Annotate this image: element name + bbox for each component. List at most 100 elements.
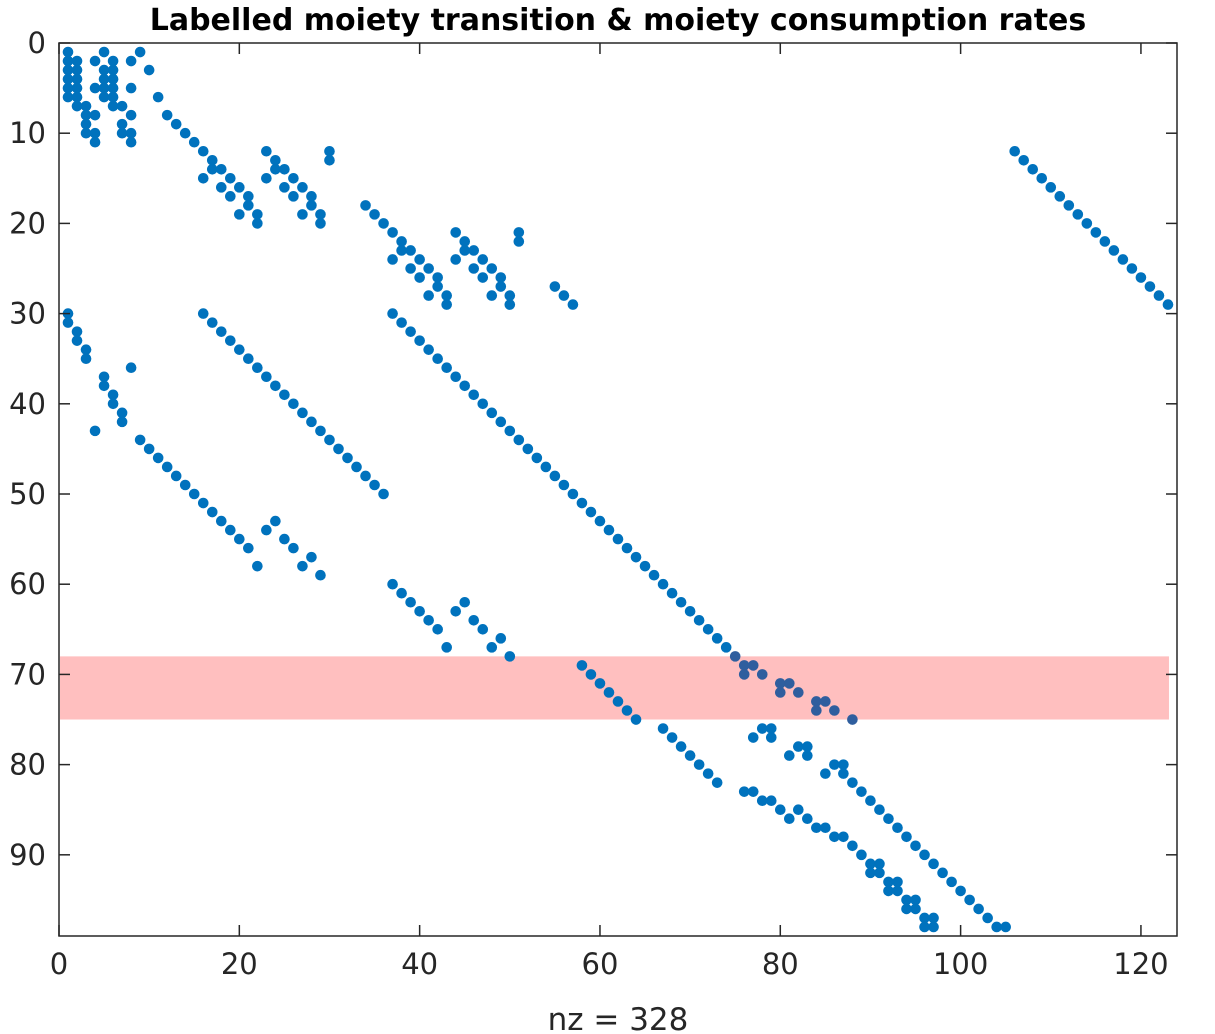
data-point: [973, 903, 984, 915]
data-point: [116, 416, 128, 428]
data-point: [261, 371, 272, 383]
data-point: [80, 118, 92, 130]
x-tick-label: 0: [50, 947, 68, 981]
data-point: [125, 362, 137, 374]
data-point: [252, 362, 263, 374]
data-point: [179, 479, 191, 491]
data-point: [657, 578, 669, 590]
data-point: [387, 227, 398, 238]
data-point: [991, 921, 1002, 933]
data-point: [243, 200, 254, 211]
data-point: [80, 344, 92, 355]
data-point: [387, 308, 398, 319]
data-point: [1081, 218, 1093, 229]
data-point: [369, 209, 380, 220]
data-point: [179, 127, 191, 139]
data-point: [919, 912, 930, 924]
data-point: [225, 173, 236, 184]
data-point: [188, 136, 200, 148]
data-point: [495, 272, 507, 283]
data-point: [450, 371, 462, 383]
x-axis-label: nz = 328: [548, 1002, 689, 1034]
data-point: [910, 894, 921, 906]
data-point: [711, 777, 723, 788]
data-point: [89, 82, 101, 94]
data-point: [657, 723, 669, 734]
data-point: [1045, 182, 1057, 193]
y-tick-label: 30: [9, 297, 46, 331]
data-point: [865, 867, 876, 879]
data-point: [315, 218, 326, 229]
data-point: [98, 380, 110, 392]
x-tick-label: 120: [1113, 947, 1168, 981]
data-point: [234, 533, 245, 545]
data-point: [405, 326, 416, 337]
y-tick-label: 50: [9, 477, 46, 511]
data-point: [910, 840, 921, 852]
data-point: [351, 461, 362, 473]
data-point: [170, 118, 182, 130]
data-point: [125, 55, 137, 67]
data-point: [80, 353, 92, 365]
data-point: [378, 488, 389, 500]
data-point: [315, 569, 326, 581]
data-point: [558, 290, 570, 301]
data-point: [567, 488, 579, 500]
data-point: [630, 714, 642, 725]
data-point: [765, 723, 777, 734]
data-point: [134, 434, 146, 446]
y-tick-label: 90: [9, 838, 46, 872]
data-point: [811, 696, 822, 707]
data-point: [215, 163, 227, 175]
data-point: [784, 750, 795, 761]
data-point: [811, 822, 822, 834]
data-point: [486, 263, 498, 274]
data-point: [89, 425, 101, 437]
data-point: [567, 299, 579, 310]
data-point: [396, 245, 407, 256]
data-point: [549, 470, 561, 482]
data-point: [89, 127, 101, 139]
data-point: [432, 353, 443, 365]
data-point: [756, 669, 768, 680]
data-point: [784, 678, 795, 689]
data-point: [234, 182, 245, 193]
data-point: [134, 46, 146, 58]
data-point: [98, 73, 110, 85]
chart-title: Labelled moiety transition & moiety cons…: [150, 3, 1087, 38]
data-point: [1126, 263, 1138, 274]
data-point: [784, 813, 795, 825]
data-point: [1090, 227, 1102, 238]
data-point: [576, 660, 588, 671]
data-point: [107, 64, 119, 76]
data-point: [261, 173, 272, 184]
data-point: [675, 741, 687, 752]
data-point: [98, 371, 110, 383]
data-point: [297, 560, 308, 572]
data-point: [107, 55, 119, 67]
data-point: [288, 398, 299, 410]
data-point: [252, 209, 263, 220]
data-point: [838, 831, 849, 843]
data-point: [1027, 163, 1039, 175]
data-point: [1036, 173, 1048, 184]
data-point: [387, 254, 398, 265]
data-point: [720, 642, 732, 653]
data-point: [116, 127, 128, 139]
data-point: [648, 569, 660, 581]
data-point: [324, 145, 335, 157]
data-point: [62, 317, 74, 328]
data-point: [116, 118, 128, 130]
data-point: [603, 687, 615, 698]
highlight-band: [60, 656, 1169, 720]
data-point: [161, 109, 173, 121]
data-point: [919, 849, 930, 861]
data-point: [197, 497, 209, 509]
data-point: [901, 831, 912, 843]
data-point: [324, 154, 335, 166]
data-point: [89, 55, 101, 67]
data-point: [693, 614, 705, 626]
data-point: [603, 524, 615, 536]
data-point: [856, 849, 867, 861]
